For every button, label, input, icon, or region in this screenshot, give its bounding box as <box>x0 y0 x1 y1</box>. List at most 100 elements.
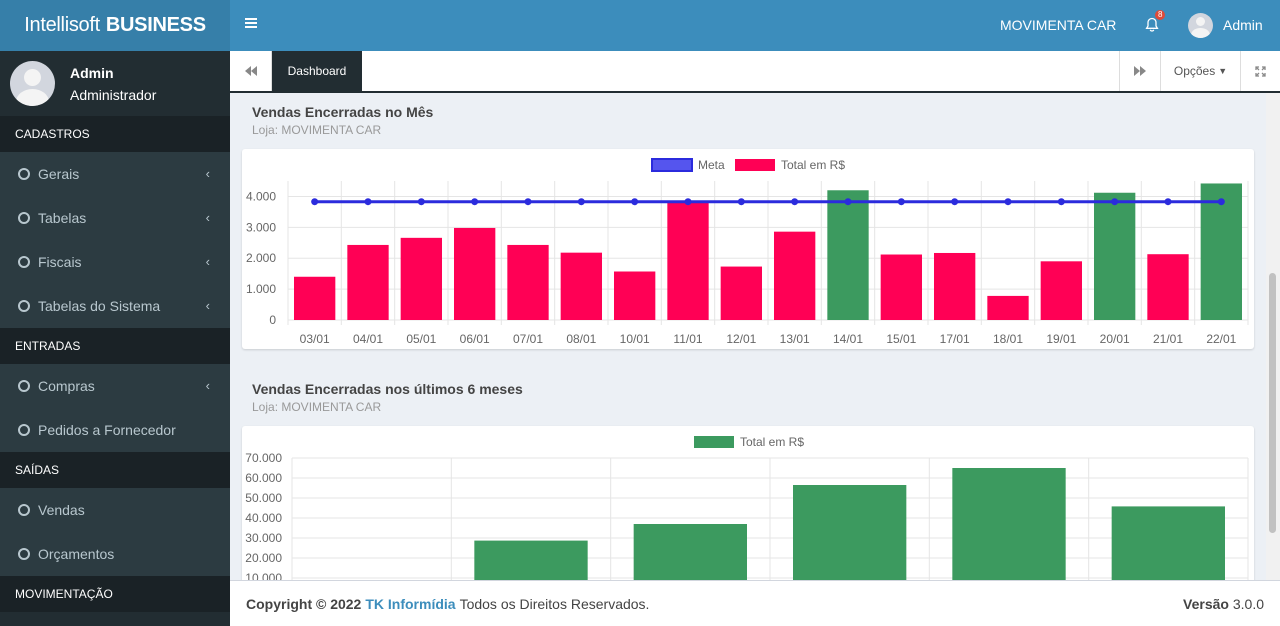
x-tick-label: 05/01 <box>406 332 436 346</box>
footer-version-label: Versão <box>1183 595 1229 612</box>
meta-point <box>897 198 905 206</box>
header-user-name[interactable]: Admin <box>1223 17 1263 33</box>
store-name[interactable]: MOVIMENTA CAR <box>1000 17 1117 33</box>
sidebar-item-label: Pedidos a Fornecedor <box>38 422 176 438</box>
x-tick-label: 04/01 <box>353 332 383 346</box>
menu-toggle-icon[interactable] <box>245 18 257 28</box>
sidebar-item-vendas[interactable]: Vendas <box>0 488 230 532</box>
sidebar-item-orcamentos[interactable]: Orçamentos <box>0 532 230 576</box>
expand-icon <box>1255 65 1266 77</box>
meta-point <box>844 198 852 206</box>
y-tick-label: 40.000 <box>245 511 282 525</box>
user-role: Administrador <box>70 86 157 103</box>
y-tick-label: 1.000 <box>246 282 276 296</box>
legend-swatch-total <box>735 159 775 171</box>
x-tick-label: 18/01 <box>993 332 1023 346</box>
meta-point <box>1004 198 1012 206</box>
circle-icon <box>18 504 30 516</box>
bar <box>507 244 549 320</box>
circle-icon <box>18 300 30 312</box>
scroll-left-button[interactable] <box>230 51 272 91</box>
bar <box>1200 183 1242 320</box>
scrollbar-thumb[interactable] <box>1269 273 1276 533</box>
footer-company-link[interactable]: TK Informídia <box>365 595 456 612</box>
sidebar-item-compras[interactable]: Compras ‹ <box>0 364 230 408</box>
section-subtitle-month: Loja: MOVIMENTA CAR <box>252 123 382 137</box>
main-content: Vendas Encerradas no Mês Loja: MOVIMENTA… <box>230 93 1265 580</box>
y-tick-label: 0 <box>269 313 276 327</box>
x-tick-label: 19/01 <box>1046 332 1076 346</box>
scrollbar[interactable] <box>1266 93 1280 580</box>
bar <box>1111 506 1225 580</box>
x-tick-label: 17/01 <box>940 332 970 346</box>
x-tick-label: 06/01 <box>460 332 490 346</box>
y-tick-label: 2.000 <box>246 251 276 265</box>
x-tick-label: 11/01 <box>673 332 702 346</box>
user-name: Admin <box>70 64 114 81</box>
menu-header-saidas: SAÍDAS <box>0 452 230 488</box>
meta-point <box>1217 198 1225 206</box>
fullscreen-button[interactable] <box>1240 51 1280 91</box>
meta-point <box>1057 198 1065 206</box>
meta-point <box>417 198 425 206</box>
header-avatar[interactable] <box>1188 13 1213 38</box>
chevron-left-icon: ‹ <box>205 378 210 393</box>
sidebar-item-label: Tabelas <box>38 210 87 226</box>
circle-icon <box>18 256 30 268</box>
legend-label-total: Total em R$ <box>740 435 804 449</box>
user-avatar <box>10 61 55 106</box>
chart-month: Meta Total em R$ 0 1.000 2.000 3.000 4.000 03/0… <box>246 158 1249 346</box>
chart-sixmonths: Total em R$ 10.000 20.000 30.000 40.000 50.00… <box>245 435 1249 580</box>
options-dropdown[interactable]: Opções ▼ <box>1160 51 1240 91</box>
meta-point <box>1111 198 1119 206</box>
y-tick-label: 10.000 <box>245 571 282 580</box>
sidebar-item-label: Orçamentos <box>38 546 115 562</box>
y-tick-label: 20.000 <box>245 551 282 565</box>
sidebar-item-tabelas[interactable]: Tabelas ‹ <box>0 196 230 240</box>
brand-bold: BUSINESS <box>105 14 206 36</box>
bar <box>400 237 442 320</box>
x-tick-label: 03/01 <box>300 332 330 346</box>
y-tick-label: 3.000 <box>246 220 276 234</box>
bar <box>952 468 1066 580</box>
chart-sixmonths-container: Total em R$ 10.000 20.000 30.000 40.000 50.00… <box>242 426 1254 580</box>
scroll-right-button[interactable] <box>1119 51 1160 91</box>
bar <box>474 540 588 580</box>
bar <box>880 254 922 320</box>
tab-dashboard[interactable]: Dashboard <box>272 51 362 91</box>
y-tick-label: 60.000 <box>245 471 282 485</box>
bar <box>774 231 816 320</box>
section-title-sixmonths: Vendas Encerradas nos últimos 6 meses <box>252 381 523 397</box>
circle-icon <box>18 380 30 392</box>
menu-header-entradas: ENTRADAS <box>0 328 230 364</box>
x-tick-label: 13/01 <box>780 332 810 346</box>
legend-label-total: Total em R$ <box>781 158 845 172</box>
circle-icon <box>18 168 30 180</box>
menu-header-cadastros: CADASTROS <box>0 116 230 152</box>
y-tick-label: 30.000 <box>245 531 282 545</box>
meta-point <box>364 198 372 206</box>
forward-icon <box>1134 66 1146 76</box>
sidebar-item-label: Fiscais <box>38 254 82 270</box>
sidebar-item-label: Vendas <box>38 502 85 518</box>
brand-logo[interactable]: Intellisoft BUSINESS <box>0 0 230 51</box>
notification-badge: 8 <box>1155 10 1166 20</box>
chart-month-container: Meta Total em R$ 0 1.000 2.000 3.000 4.000 03/0… <box>242 149 1254 349</box>
bar <box>633 524 747 580</box>
footer-version-number: 3.0.0 <box>1232 595 1264 612</box>
x-tick-label: 07/01 <box>513 332 543 346</box>
sidebar-item-tabelas-sistema[interactable]: Tabelas do Sistema ‹ <box>0 284 230 328</box>
sidebar-item-label: Tabelas do Sistema <box>38 298 161 314</box>
sidebar-item-fiscais[interactable]: Fiscais ‹ <box>0 240 230 284</box>
bar <box>347 244 389 320</box>
chevron-left-icon: ‹ <box>205 166 210 181</box>
sidebar-item-pedidos[interactable]: Pedidos a Fornecedor <box>0 408 230 452</box>
bar <box>667 202 709 320</box>
bar <box>987 295 1029 320</box>
sidebar-item-gerais[interactable]: Gerais ‹ <box>0 152 230 196</box>
meta-point <box>737 198 745 206</box>
bell-icon[interactable] <box>1144 17 1160 33</box>
circle-icon <box>18 424 30 436</box>
x-tick-label: 12/01 <box>726 332 756 346</box>
chevron-left-icon: ‹ <box>205 298 210 313</box>
